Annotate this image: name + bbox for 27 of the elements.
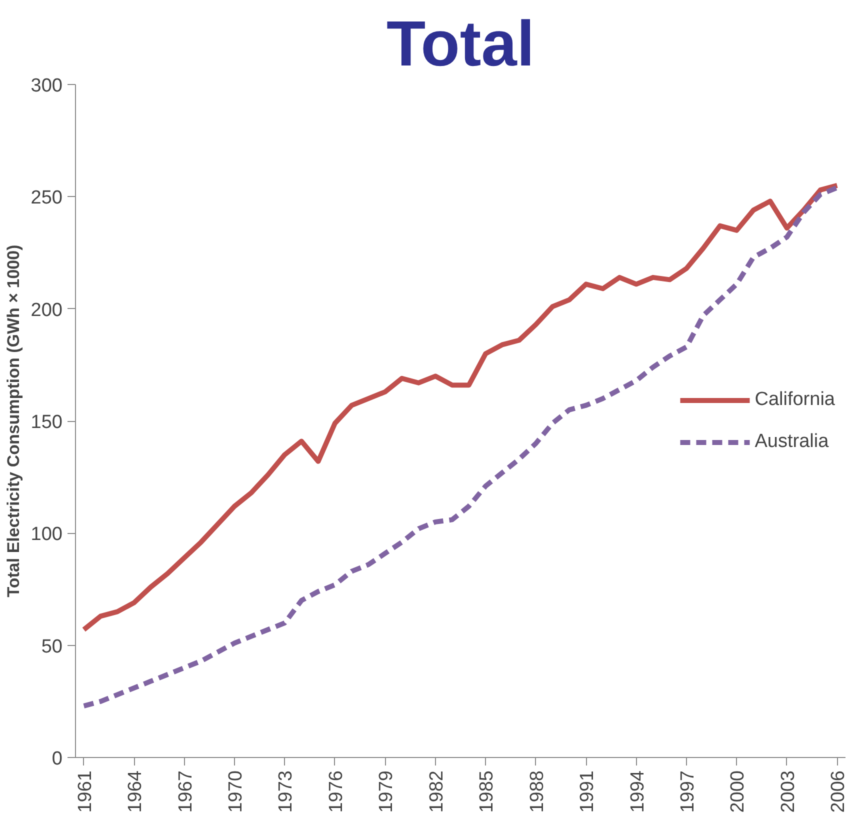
y-tick-label: 0 <box>52 748 63 770</box>
y-tick-label: 150 <box>30 412 62 433</box>
chart-title: Total <box>386 8 535 80</box>
x-tick-label: 2006 <box>828 770 850 813</box>
x-tick-label: 1961 <box>74 770 96 813</box>
legend-label: Australia <box>754 430 829 452</box>
x-tick-label: 1970 <box>226 770 247 813</box>
x-tick-label: 1988 <box>526 770 548 813</box>
y-tick-label: 200 <box>30 300 62 321</box>
x-tick-label: 1979 <box>376 770 398 813</box>
x-tick-label: 1985 <box>476 770 498 813</box>
legend-label: California <box>754 388 835 410</box>
y-tick-label: 250 <box>30 188 62 209</box>
x-tick-label: 1991 <box>577 770 598 813</box>
y-tick-label: 50 <box>41 636 63 658</box>
x-tick-label: 1964 <box>125 770 146 813</box>
x-tick-label: 2003 <box>778 770 799 813</box>
x-tick-label: 1976 <box>326 770 347 813</box>
x-tick-label: 1997 <box>677 770 698 813</box>
y-axis-title: Total Electricity Consumption (GWh × 1000) <box>4 244 23 598</box>
x-tick-label: 1973 <box>276 770 297 813</box>
x-tick-label: 2000 <box>728 770 749 813</box>
x-tick-label: 1967 <box>175 770 196 813</box>
y-tick-label: 100 <box>30 524 62 546</box>
x-tick-label: 1982 <box>426 770 448 813</box>
y-tick-label: 300 <box>30 76 62 96</box>
x-tick-label: 1994 <box>627 770 648 813</box>
